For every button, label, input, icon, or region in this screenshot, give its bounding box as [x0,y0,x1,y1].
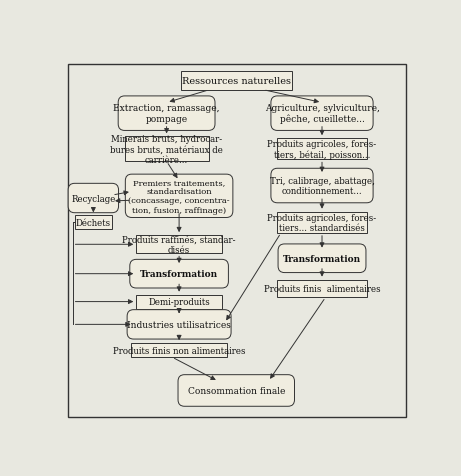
FancyBboxPatch shape [271,97,373,131]
Text: Transformation: Transformation [140,269,218,278]
FancyBboxPatch shape [124,137,208,162]
Text: Demi-produits: Demi-produits [148,298,210,307]
Text: Industries utilisatrices: Industries utilisatrices [127,320,231,329]
FancyBboxPatch shape [68,184,118,213]
Text: Consommation finale: Consommation finale [188,386,285,395]
FancyBboxPatch shape [136,295,222,309]
FancyBboxPatch shape [125,175,233,218]
Text: Transformation: Transformation [283,254,361,263]
Text: Déchets: Déchets [76,218,111,227]
FancyBboxPatch shape [75,216,112,230]
FancyBboxPatch shape [127,310,231,339]
Text: Minerais bruts, hydrocar-
bures bruts, matériaux de
carrière...: Minerais bruts, hydrocar- bures bruts, m… [110,135,223,164]
Text: Extraction, ramassage,
pompage: Extraction, ramassage, pompage [113,104,220,124]
Text: Produits agricoles, fores-
tiers... standardisés: Produits agricoles, fores- tiers... stan… [267,213,377,232]
Text: Agriculture, sylviculture,
pêche, cueillette...: Agriculture, sylviculture, pêche, cueill… [265,104,379,124]
FancyBboxPatch shape [278,280,366,298]
FancyBboxPatch shape [68,65,406,417]
Text: Produits finis non alimentaires: Produits finis non alimentaires [113,346,245,355]
Text: Tri, calibrage, abattage,
conditionnement...: Tri, calibrage, abattage, conditionnemen… [270,177,374,196]
Text: Ressources naturelles: Ressources naturelles [182,77,291,85]
FancyBboxPatch shape [271,169,373,203]
FancyBboxPatch shape [136,236,222,254]
Text: Premiers traitements,
standardisation
(concassage, concentra-
tion, fusion, raff: Premiers traitements, standardisation (c… [128,178,230,214]
FancyBboxPatch shape [130,260,228,288]
Text: Produits raffinés, standar-
disés: Produits raffinés, standar- disés [122,235,236,255]
FancyBboxPatch shape [178,375,295,407]
FancyBboxPatch shape [131,343,227,357]
FancyBboxPatch shape [278,212,366,233]
Text: Produits finis  alimentaires: Produits finis alimentaires [264,284,380,293]
FancyBboxPatch shape [118,97,215,131]
FancyBboxPatch shape [181,71,292,90]
FancyBboxPatch shape [278,139,366,160]
FancyBboxPatch shape [278,244,366,273]
Text: Recyclage: Recyclage [71,194,116,203]
Text: Produits agricoles, fores-
tiers, bétail, poisson...: Produits agricoles, fores- tiers, bétail… [267,139,377,159]
